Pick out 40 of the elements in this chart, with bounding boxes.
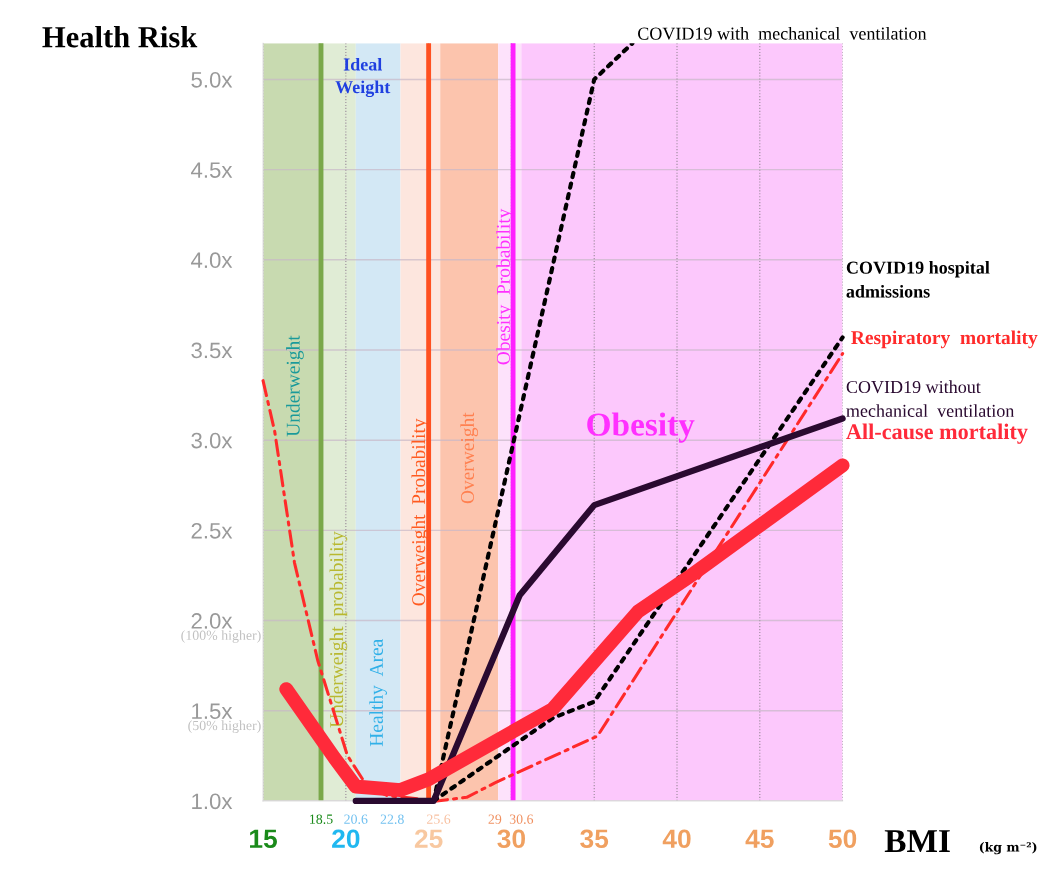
x-tick-label: 50 bbox=[828, 829, 857, 849]
y-tick-label: 1.5x bbox=[192, 703, 233, 720]
band-label: Underweight probability bbox=[329, 531, 348, 728]
y-tick-label: 2.0x bbox=[191, 613, 233, 629]
annotation: 29 bbox=[488, 814, 502, 824]
x-tick-label: 40 bbox=[662, 829, 691, 849]
band-label: Overweight bbox=[460, 412, 479, 504]
x-tick-label: 30 bbox=[497, 829, 526, 849]
annotation: 30.6 bbox=[509, 814, 534, 824]
annotation: Ideal Weight bbox=[335, 57, 391, 98]
x-tick-label: 35 bbox=[580, 829, 609, 849]
series-label: Respiratory mortality bbox=[851, 330, 1038, 349]
x-tick-label: 45 bbox=[745, 829, 774, 849]
y-tick-label: 2.5x bbox=[191, 522, 233, 539]
x-tick-label: 15 bbox=[250, 829, 277, 849]
text: COVID19 hospital admissions bbox=[846, 261, 990, 298]
y-tick-label: 3.0x bbox=[191, 432, 233, 449]
annotation: 22.8 bbox=[380, 814, 404, 824]
y-tick-label: 1.0x bbox=[192, 793, 233, 810]
y-tick-label: 4.5x bbox=[191, 162, 233, 178]
x-tick-label: 25 bbox=[414, 829, 443, 849]
text: (50% higher) bbox=[188, 720, 261, 733]
band-label: Overweight Probability bbox=[411, 418, 430, 606]
annotation: 20.6 bbox=[344, 814, 368, 824]
annotation: 18.5 bbox=[310, 814, 333, 824]
series-label: All-cause mortality bbox=[846, 423, 1028, 444]
y-tick-label: 3.5x bbox=[191, 342, 233, 359]
band-label: Obesity Probability bbox=[496, 208, 514, 365]
band-label: Underweight bbox=[286, 335, 304, 437]
y-tick-label: 5.0x bbox=[191, 71, 233, 88]
series-label: COVID19 with mechanical ventilation bbox=[638, 26, 927, 40]
band-label: Obesity bbox=[587, 412, 695, 443]
x-axis-title: BMI (kg m⁻²) bbox=[884, 830, 1037, 855]
band-label: Healthy Area bbox=[369, 638, 387, 747]
text: (100% higher) bbox=[181, 630, 261, 643]
series-label: COVID19 without mechanical ventilation bbox=[846, 380, 1015, 417]
chart-title: Health Risk bbox=[42, 25, 198, 48]
annotation: 25.6 bbox=[427, 814, 451, 824]
x-tick-label: 20 bbox=[332, 829, 360, 849]
y-tick-label: 4.0x bbox=[191, 252, 233, 269]
